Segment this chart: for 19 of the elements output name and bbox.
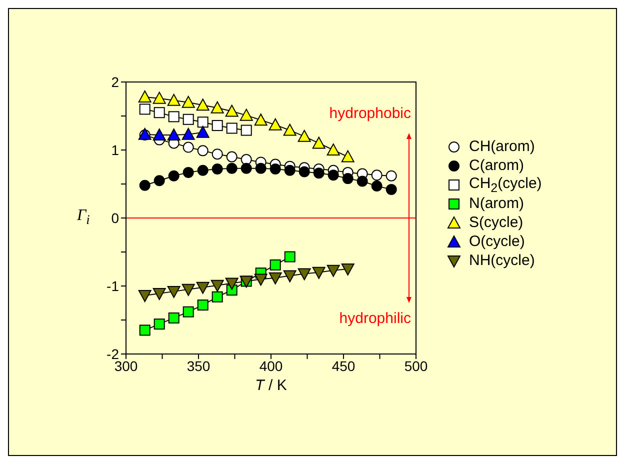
y-axis-title: Γ$_{i}$ <box>77 207 90 228</box>
y-tick-label: 1 <box>111 142 120 158</box>
legend-label: CH(arom) <box>469 138 535 155</box>
y-tick-label: 2 <box>111 74 120 90</box>
y-tick-label: -1 <box>106 278 120 294</box>
x-tick-label: 400 <box>259 358 283 374</box>
legend-label: NH(cycle) <box>469 252 535 269</box>
legend-label: CH$_{2}$(cycle) <box>469 174 542 194</box>
y-tick-label: 0 <box>111 210 120 226</box>
legend-label: C(arom) <box>469 157 524 174</box>
legend-label: O(cycle) <box>469 233 525 250</box>
x-tick-label: 500 <box>404 358 428 374</box>
x-tick-label: 450 <box>332 358 356 374</box>
annotation: hydrophilic <box>338 310 411 327</box>
legend-label: N(arom) <box>469 195 524 212</box>
x-axis-title: T / K <box>254 377 288 394</box>
annotation: hydrophobic <box>328 105 411 122</box>
x-tick-label: 350 <box>186 358 210 374</box>
legend-label: S(cycle) <box>469 214 524 231</box>
